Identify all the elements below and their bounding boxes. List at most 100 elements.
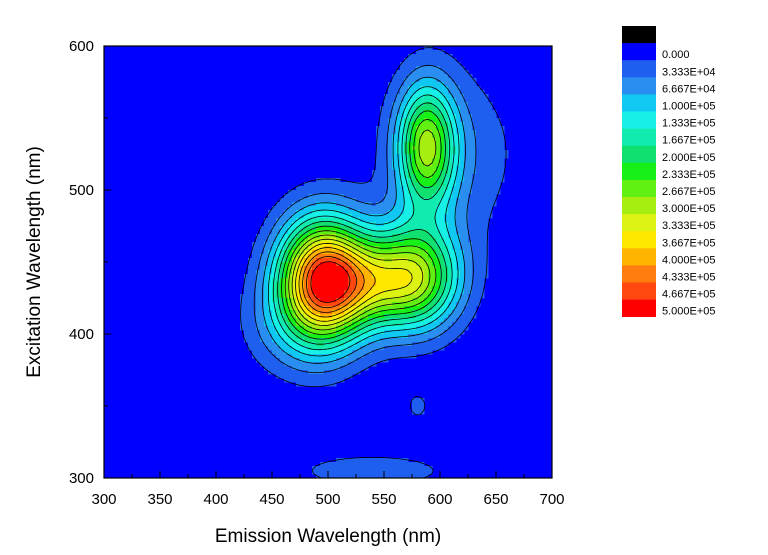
contour-cell (384, 226, 389, 231)
contour-cell (356, 206, 361, 211)
contour-cell (388, 94, 393, 99)
contour-cell (448, 150, 453, 155)
contour-cell (476, 94, 481, 99)
contour-cell (368, 470, 373, 475)
contour-cell (428, 182, 433, 187)
contour-cell (424, 122, 429, 127)
contour-cell (444, 214, 449, 219)
contour-cell (340, 198, 345, 203)
contour-cell (420, 74, 425, 79)
contour-cell (408, 126, 413, 131)
contour-cell (416, 82, 421, 87)
contour-cell (408, 146, 413, 151)
contour-cell (416, 290, 421, 295)
contour-cell (320, 306, 325, 311)
contour-cell (484, 254, 489, 259)
contour-cell (452, 158, 457, 163)
contour-cell (472, 134, 477, 139)
contour-cell (448, 154, 453, 159)
contour-cell (400, 198, 405, 203)
contour-cell (312, 302, 317, 307)
contour-cell (364, 182, 369, 187)
contour-cell (292, 274, 297, 279)
contour-cell (444, 318, 449, 323)
contour-cell (452, 198, 457, 203)
contour-cell (344, 282, 349, 287)
contour-cell (424, 134, 429, 139)
contour-cell (452, 262, 457, 267)
contour-cell (312, 290, 317, 295)
contour-cell (416, 86, 421, 91)
contour-cell (444, 146, 449, 151)
contour-cell (312, 278, 317, 283)
legend-label: 3.667E+05 (662, 237, 716, 249)
contour-cell (380, 150, 385, 155)
contour-cell (428, 202, 433, 207)
contour-cell (344, 338, 349, 343)
contour-cell (416, 306, 421, 311)
contour-cell (264, 242, 269, 247)
contour-cell (340, 318, 345, 323)
contour-cell (472, 110, 477, 115)
contour-cell (360, 182, 365, 187)
contour-cell (432, 334, 437, 339)
contour-cell (412, 214, 417, 219)
contour-cell (248, 306, 253, 311)
contour-cell (268, 250, 273, 255)
contour-cell (364, 462, 369, 467)
contour-cell (452, 70, 457, 75)
contour-cell (408, 102, 413, 107)
contour-cell (412, 222, 417, 227)
contour-cell (352, 322, 357, 327)
contour-cell (352, 250, 357, 255)
contour-cell (444, 250, 449, 255)
contour-cell (440, 326, 445, 331)
contour-cell (412, 330, 417, 335)
contour-cell (288, 350, 293, 355)
contour-cell (428, 66, 433, 71)
contour-cell (428, 190, 433, 195)
contour-line (261, 76, 466, 364)
contour-cell (284, 202, 289, 207)
contour-cell (392, 278, 397, 283)
contour-cell (268, 334, 273, 339)
contour-cell (368, 214, 373, 219)
contour-cell (468, 158, 473, 163)
contour-cell (436, 318, 441, 323)
x-axis: 300 350 400 450 500 550 600 650 700 (91, 491, 564, 508)
contour-cell (248, 274, 253, 279)
contour-cell (424, 178, 429, 183)
contour-cell (492, 154, 497, 159)
contour-cell (436, 122, 441, 127)
contour-cell (440, 118, 445, 123)
contour-cell (416, 406, 421, 411)
contour-cell (452, 242, 457, 247)
contour-cell (412, 74, 417, 79)
contour-cell (288, 214, 293, 219)
contour-cell (316, 294, 321, 299)
contour-cell (448, 106, 453, 111)
contour-cell (280, 210, 285, 215)
contour-cell (456, 306, 461, 311)
contour-cell (268, 358, 273, 363)
contour-cell (396, 462, 401, 467)
contour-cell (416, 186, 421, 191)
contour-cell (396, 318, 401, 323)
contour-cell (244, 310, 249, 315)
contour-cell (252, 262, 257, 267)
contour-cell (320, 378, 325, 383)
contour-cell (276, 230, 281, 235)
contour-cell (352, 266, 357, 271)
contour-cell (392, 282, 397, 287)
contour-line (277, 102, 451, 345)
contour-cell (388, 134, 393, 139)
contour-cell (372, 346, 377, 351)
contour-cell (348, 190, 353, 195)
contour-cell (380, 238, 385, 243)
contour-cell (420, 310, 425, 315)
contour-cell (364, 198, 369, 203)
color-scale-legend: 0.0003.333E+046.667E+041.000E+051.333E+0… (622, 26, 716, 318)
contour-cell (344, 190, 349, 195)
contour-cell (252, 282, 257, 287)
contour-cell (324, 210, 329, 215)
